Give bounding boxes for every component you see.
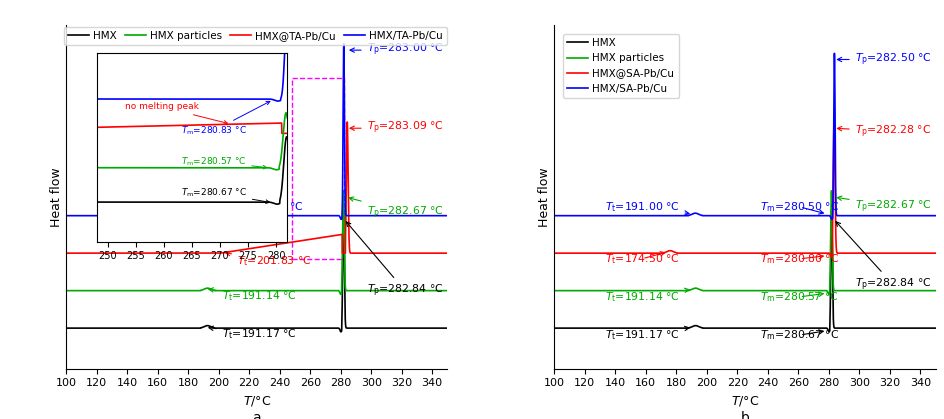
HMX particles	[335, 292, 346, 297]
Text: $T_\mathrm{t}$=191.14 °C: $T_\mathrm{t}$=191.14 °C	[209, 288, 296, 303]
HMX particles	[129, 288, 141, 293]
HMX particles	[337, 188, 348, 193]
HMX particles	[345, 288, 356, 293]
HMX@TA-Pb/Cu	[341, 119, 352, 124]
Text: $T_\mathrm{p}$=282.67 °C: $T_\mathrm{p}$=282.67 °C	[348, 197, 443, 221]
HMX/TA-Pb/Cu	[289, 213, 300, 218]
Text: $T_\mathrm{p}$=282.84 °C: $T_\mathrm{p}$=282.84 °C	[346, 222, 443, 299]
Title: b: b	[740, 411, 749, 419]
Line: HMX: HMX	[66, 210, 447, 332]
Text: $T_\mathrm{t}$=190.83 °C: $T_\mathrm{t}$=190.83 °C	[209, 200, 304, 215]
Text: $T_\mathrm{t}$=174.50 °C: $T_\mathrm{t}$=174.50 °C	[604, 252, 679, 266]
HMX@TA-Pb/Cu	[129, 251, 141, 256]
Text: $T_\mathrm{p}$=282.67 °C: $T_\mathrm{p}$=282.67 °C	[836, 196, 931, 215]
Text: $T_\mathrm{p}$=283.00 °C: $T_\mathrm{p}$=283.00 °C	[349, 42, 443, 58]
HMX@TA-Pb/Cu	[374, 251, 385, 256]
HMX	[129, 326, 141, 331]
HMX	[308, 326, 319, 331]
HMX	[206, 325, 217, 330]
HMX/TA-Pb/Cu	[129, 213, 141, 218]
Text: $T_\mathrm{t}$=191.14 °C: $T_\mathrm{t}$=191.14 °C	[604, 288, 688, 304]
Text: $T_\mathrm{t}$=191.00 °C: $T_\mathrm{t}$=191.00 °C	[604, 200, 688, 215]
X-axis label: $T$/°C: $T$/°C	[730, 394, 758, 408]
Text: $T_\mathrm{m}$=280.50 °C: $T_\mathrm{m}$=280.50 °C	[759, 200, 838, 214]
X-axis label: $T$/°C: $T$/°C	[243, 394, 271, 408]
Text: $T_\mathrm{t}$=191.17 °C: $T_\mathrm{t}$=191.17 °C	[604, 326, 688, 342]
Y-axis label: Heat flow: Heat flow	[50, 167, 63, 227]
Title: a: a	[252, 411, 261, 419]
HMX particles	[442, 288, 453, 293]
HMX	[335, 329, 346, 334]
HMX particles	[308, 288, 319, 293]
Text: $T_\mathrm{m}$=280.80 °C: $T_\mathrm{m}$=280.80 °C	[759, 252, 838, 266]
Text: $T_\mathrm{p}$=283.09 °C: $T_\mathrm{p}$=283.09 °C	[349, 120, 443, 137]
HMX@TA-Pb/Cu	[345, 251, 356, 256]
HMX@TA-Pb/Cu	[442, 251, 453, 256]
Legend: HMX, HMX particles, HMX@TA-Pb/Cu, HMX/TA-Pb/Cu: HMX, HMX particles, HMX@TA-Pb/Cu, HMX/TA…	[63, 27, 447, 45]
HMX particles	[60, 288, 72, 293]
HMX particles	[206, 287, 217, 292]
HMX/TA-Pb/Cu	[335, 217, 346, 222]
HMX@TA-Pb/Cu	[289, 239, 300, 244]
HMX	[60, 326, 72, 331]
HMX/TA-Pb/Cu	[442, 213, 453, 218]
HMX/TA-Pb/Cu	[308, 213, 319, 218]
Text: $T_\mathrm{p}$=282.28 °C: $T_\mathrm{p}$=282.28 °C	[836, 123, 930, 140]
Text: $T_\mathrm{p}$=282.50 °C: $T_\mathrm{p}$=282.50 °C	[836, 51, 931, 68]
Line: HMX particles: HMX particles	[66, 191, 447, 295]
Line: HMX@TA-Pb/Cu: HMX@TA-Pb/Cu	[66, 122, 447, 253]
HMX	[338, 207, 349, 212]
Bar	[292, 78, 344, 259]
HMX/TA-Pb/Cu	[338, 41, 349, 47]
HMX particles	[289, 288, 300, 293]
HMX/TA-Pb/Cu	[60, 213, 72, 218]
Y-axis label: Heat flow: Heat flow	[538, 167, 551, 227]
HMX	[442, 326, 453, 331]
HMX	[289, 326, 300, 331]
HMX@TA-Pb/Cu	[60, 251, 72, 256]
Text: $T_\mathrm{m}$=280.67 °C: $T_\mathrm{m}$=280.67 °C	[759, 328, 838, 342]
Line: HMX/TA-Pb/Cu: HMX/TA-Pb/Cu	[66, 44, 447, 220]
HMX/TA-Pb/Cu	[345, 213, 356, 218]
HMX@TA-Pb/Cu	[206, 251, 217, 256]
HMX	[374, 326, 385, 331]
Text: $T_\mathrm{m}$=280.57 °C: $T_\mathrm{m}$=280.57 °C	[759, 290, 838, 304]
HMX/TA-Pb/Cu	[374, 213, 385, 218]
Text: $T_\mathrm{t}$=201.83 °C: $T_\mathrm{t}$=201.83 °C	[226, 251, 312, 268]
HMX particles	[374, 288, 385, 293]
Text: $T_\mathrm{p}$=282.84 °C: $T_\mathrm{p}$=282.84 °C	[835, 222, 930, 292]
Text: $T_\mathrm{t}$=191.17 °C: $T_\mathrm{t}$=191.17 °C	[209, 326, 296, 341]
Legend: HMX, HMX particles, HMX@SA-Pb/Cu, HMX/SA-Pb/Cu: HMX, HMX particles, HMX@SA-Pb/Cu, HMX/SA…	[563, 34, 678, 98]
HMX	[345, 326, 356, 331]
HMX/TA-Pb/Cu	[206, 212, 217, 217]
HMX@TA-Pb/Cu	[308, 236, 319, 241]
